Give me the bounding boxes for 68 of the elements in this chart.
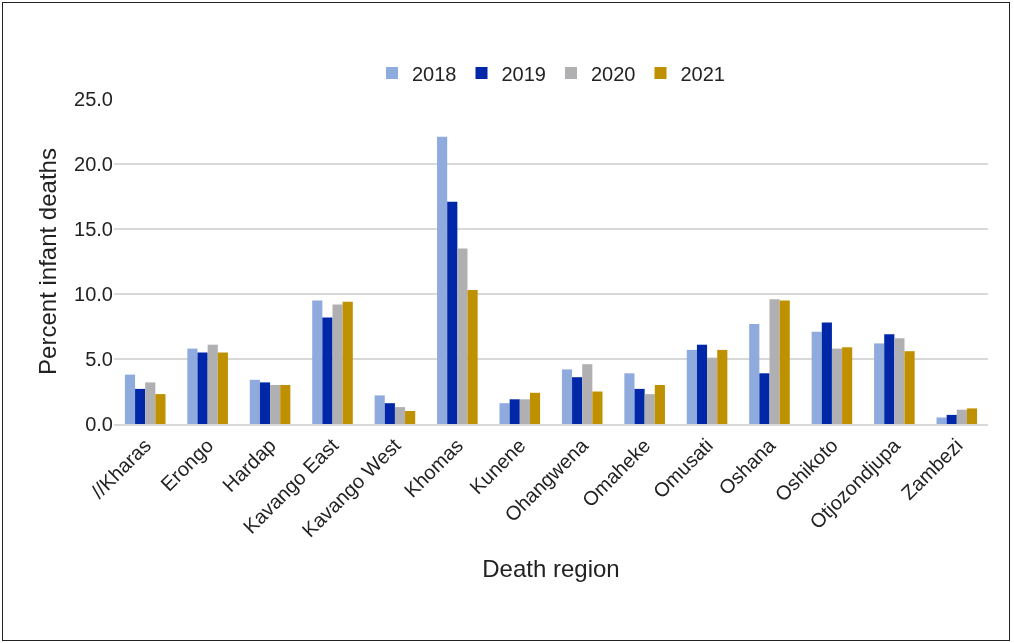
- bar: [686, 349, 697, 424]
- y-axis-title: Percent infant deaths: [34, 148, 61, 375]
- bar: [904, 351, 915, 424]
- bar: [499, 403, 510, 424]
- bar: [394, 407, 406, 424]
- bar: [384, 403, 395, 424]
- y-tick-label: 5.0: [85, 348, 113, 370]
- bar: [529, 392, 541, 424]
- bar: [259, 382, 271, 424]
- bar: [624, 373, 635, 424]
- bar: [322, 317, 333, 424]
- bar: [966, 408, 978, 424]
- bar: [332, 304, 343, 424]
- legend-label: 2020: [591, 62, 636, 85]
- bar: [592, 391, 603, 424]
- bar: [561, 369, 573, 424]
- bar: [197, 352, 208, 424]
- bar: [884, 334, 895, 424]
- bar: [467, 290, 478, 424]
- bar: [956, 409, 967, 424]
- bar: [644, 394, 655, 424]
- y-tick-label: 0.0: [85, 413, 113, 435]
- bar: [842, 347, 853, 424]
- bar: [187, 348, 198, 424]
- bar: [217, 352, 228, 424]
- bar: [874, 343, 885, 424]
- bar: [374, 395, 385, 424]
- bar: [769, 299, 780, 424]
- legend-label: 2018: [412, 62, 457, 85]
- bar: [936, 417, 947, 424]
- bar: [124, 374, 136, 424]
- y-tick-label: 20.0: [74, 153, 113, 175]
- bar: [135, 388, 146, 424]
- bar: [342, 301, 353, 424]
- bar: [831, 348, 843, 424]
- bar: [280, 385, 291, 424]
- bar: [457, 248, 468, 424]
- y-tick-label: 15.0: [74, 218, 113, 240]
- y-tick-label: 25.0: [74, 88, 113, 110]
- bar: [779, 300, 790, 424]
- bar: [312, 300, 323, 424]
- bar: [405, 411, 416, 424]
- bar: [509, 399, 520, 424]
- bar: [270, 385, 281, 424]
- bar: [946, 414, 957, 424]
- bar: [894, 338, 905, 424]
- bar: [821, 322, 832, 424]
- bar: [572, 377, 583, 424]
- bar: [207, 344, 218, 424]
- bar: [437, 136, 448, 424]
- bar: [717, 349, 728, 424]
- y-tick-label: 10.0: [74, 283, 113, 305]
- bar: [447, 201, 458, 424]
- bar: [707, 357, 718, 424]
- bar: [519, 399, 530, 424]
- bar: [249, 379, 260, 424]
- bar: [654, 385, 665, 424]
- bar: [749, 323, 760, 424]
- bar: [759, 373, 770, 424]
- legend-label: 2021: [680, 62, 725, 85]
- x-axis-title: Death region: [482, 555, 620, 583]
- bar: [811, 331, 822, 424]
- bar: [582, 364, 593, 424]
- bar: [634, 388, 645, 424]
- legend-label: 2019: [501, 62, 546, 85]
- bar: [145, 382, 156, 424]
- bar: [696, 344, 708, 424]
- bar: [155, 394, 166, 424]
